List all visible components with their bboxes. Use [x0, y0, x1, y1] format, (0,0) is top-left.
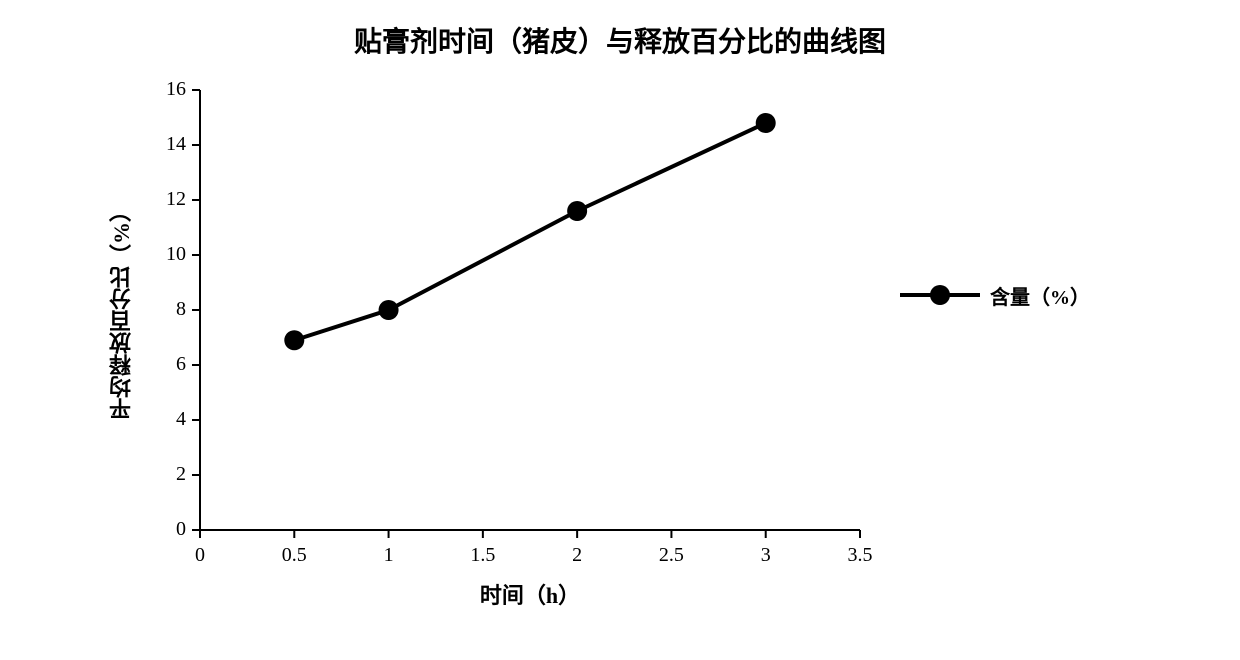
- x-tick-label: 3: [736, 544, 796, 567]
- x-tick-label: 3.5: [830, 544, 890, 567]
- y-tick-label: 16: [126, 78, 186, 101]
- y-tick-label: 12: [126, 188, 186, 211]
- x-axis-label: 时间（h）: [200, 578, 860, 610]
- x-tick-label: 2.5: [641, 544, 701, 567]
- legend: 含量（%）: [900, 280, 1090, 310]
- x-tick-label: 1: [359, 544, 419, 567]
- y-tick-label: 2: [126, 463, 186, 486]
- y-tick-label: 10: [126, 243, 186, 266]
- y-tick-label: 14: [126, 133, 186, 156]
- y-tick-label: 4: [126, 408, 186, 431]
- y-tick-label: 0: [126, 518, 186, 541]
- x-tick-label: 2: [547, 544, 607, 567]
- x-tick-label: 1.5: [453, 544, 513, 567]
- chart-container: 贴膏剂时间（猪皮）与释放百分比的曲线图 平均释放百分比（%） 时间（h） 024…: [0, 0, 1240, 660]
- y-tick-label: 8: [126, 298, 186, 321]
- x-tick-label: 0: [170, 544, 230, 567]
- x-tick-label: 0.5: [264, 544, 324, 567]
- legend-marker: [900, 280, 980, 310]
- legend-label: 含量（%）: [990, 281, 1090, 310]
- y-tick-label: 6: [126, 353, 186, 376]
